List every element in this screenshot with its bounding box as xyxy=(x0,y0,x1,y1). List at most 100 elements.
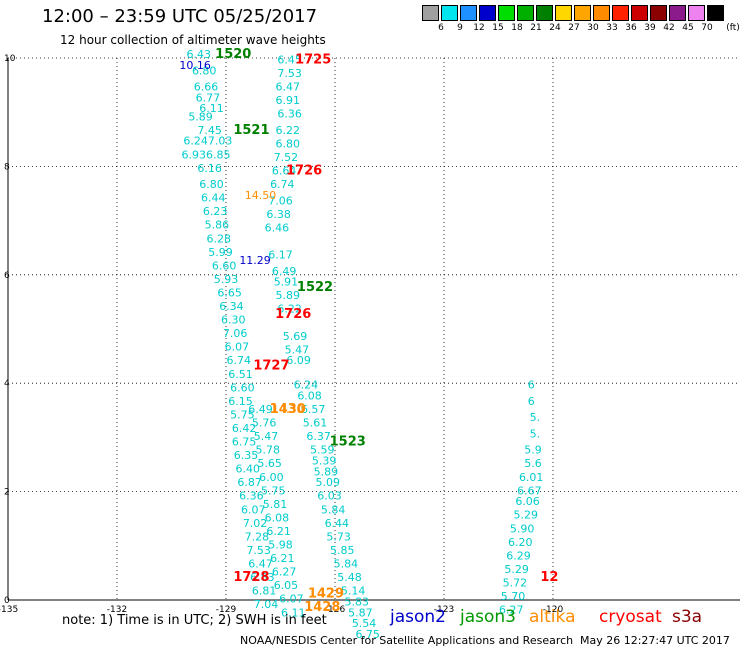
wave-height-label: 7.28 xyxy=(245,530,270,543)
units-note: note: 1) Time is in UTC; 2) SWH is in fe… xyxy=(62,613,327,628)
wave-height-label: 5.84 xyxy=(321,503,346,516)
wave-height-label: 6 xyxy=(528,395,535,408)
wave-height-label: 7.06 xyxy=(268,194,293,207)
wave-height-label: 6.11 xyxy=(281,606,306,619)
wave-height-label: 6 xyxy=(528,379,535,392)
wave-height-label: 14.50 xyxy=(245,189,277,202)
pass-time-label: 1430 xyxy=(270,402,306,417)
colorbar-swatch xyxy=(441,5,458,21)
colorbar-label: 9 xyxy=(457,23,463,33)
wave-height-label: 6.64 xyxy=(272,165,297,178)
wave-height-label: 6.44 xyxy=(325,517,350,530)
wave-height-label: 5.14 xyxy=(341,585,366,598)
colorbar-label: 30 xyxy=(587,23,599,33)
colorbar-swatch xyxy=(479,5,496,21)
x-tick-label: -120 xyxy=(543,605,564,615)
wave-height-label: 5.90 xyxy=(510,522,535,535)
generated-timestamp: May 26 12:27:47 UTC 2017 xyxy=(580,634,730,647)
wave-height-label: 7.04 xyxy=(254,598,279,611)
wave-height-label: 6.80 xyxy=(199,178,224,191)
wave-height-label: 6.81 xyxy=(252,585,277,598)
wave-height-label: 5. xyxy=(530,427,541,440)
wave-height-label: 6.22 xyxy=(277,303,302,316)
wave-height-label: 6.47 xyxy=(276,81,301,94)
wave-height-label: 7.45 xyxy=(197,124,222,137)
colorbar-label: 18 xyxy=(511,23,523,33)
wave-height-label: 5.6 xyxy=(524,457,542,470)
colorbar-label: 15 xyxy=(492,23,504,33)
pass-time-label: 1522 xyxy=(297,280,333,295)
wave-height-label: 6.80 xyxy=(276,137,301,150)
wave-height-label: 6.06 xyxy=(515,495,540,508)
wave-height-label: 6.45 xyxy=(277,53,302,66)
wave-height-label: 6.29 xyxy=(506,549,531,562)
legend-altika: altika xyxy=(529,607,576,627)
wave-height-label: 5.86 xyxy=(205,219,230,232)
colorbar-swatch xyxy=(574,5,591,21)
colorbar-label: 42 xyxy=(663,23,675,33)
colorbar-label: 12 xyxy=(473,23,485,33)
pass-time-label: 12 xyxy=(540,570,558,585)
wave-height-label: 7.06 xyxy=(223,327,248,340)
wave-height-label: 6.36 xyxy=(277,108,302,121)
wave-height-label: 5.72 xyxy=(503,576,528,589)
colorbar-label: 45 xyxy=(682,23,694,33)
wave-height-label: 5.75 xyxy=(261,484,286,497)
wave-height-label: 5.59 xyxy=(310,444,335,457)
colorbar-swatch xyxy=(517,5,534,21)
x-tick-label: -129 xyxy=(216,605,237,615)
wave-height-label: 11.29 xyxy=(239,254,271,267)
pass-time-label: 1521 xyxy=(233,123,269,138)
wave-height-label: 6.35 xyxy=(234,449,259,462)
wave-height-label: 6.20 xyxy=(508,536,533,549)
colorbar-swatch xyxy=(612,5,629,21)
wave-height-label: 5.75 xyxy=(230,408,255,421)
pass-time-label: 1726 xyxy=(275,307,311,322)
pass-time-label: 1428 xyxy=(304,600,340,615)
pass-time-label: 1429 xyxy=(308,586,344,601)
pass-time-label: 1726 xyxy=(286,164,322,179)
colorbar-swatch xyxy=(688,5,705,21)
wave-height-label: 6.74 xyxy=(270,178,295,191)
wave-height-label: 6.65 xyxy=(217,286,242,299)
wave-height-label: 6.40 xyxy=(236,463,261,476)
colorbar-swatch xyxy=(669,5,686,21)
wave-height-label: 5.48 xyxy=(337,571,362,584)
wave-height-label: 6.49 xyxy=(248,403,273,416)
wave-height-label: 6.03 xyxy=(317,490,342,503)
wave-height-label: 6.01 xyxy=(519,471,544,484)
legend-jason2: jason2 xyxy=(390,607,446,627)
wave-height-label: 5.47 xyxy=(285,343,310,356)
wave-height-label: 6.21 xyxy=(266,525,291,538)
colorbar-label: 27 xyxy=(568,23,580,33)
pass-time-label: 1727 xyxy=(253,359,289,374)
wave-height-label: 6.17 xyxy=(268,249,293,262)
colorbar-label: 21 xyxy=(530,23,542,33)
colorbar-label: 39 xyxy=(644,23,656,33)
wave-height-label: 5.39 xyxy=(312,455,337,468)
wave-height-label: 7.02 xyxy=(243,517,268,530)
wave-height-label: 5.47 xyxy=(254,430,279,443)
pass-time-label: 1728 xyxy=(233,570,269,585)
colorbar-label: 70 xyxy=(701,23,713,33)
pass-time-label: 1520 xyxy=(215,47,251,62)
wave-height-label: 5.54 xyxy=(352,617,377,630)
wave-height-label: 5.61 xyxy=(303,417,328,430)
colorbar-swatch xyxy=(593,5,610,21)
wave-height-label: 6.36 xyxy=(239,490,264,503)
wave-height-label: 6.83 xyxy=(250,571,275,584)
colorbar-unit: (ft) xyxy=(726,23,740,33)
wave-height-label: 5.81 xyxy=(263,498,288,511)
wave-height-label: 5.85 xyxy=(330,544,355,557)
x-tick-label: -135 xyxy=(0,605,18,615)
colorbar-swatch xyxy=(707,5,724,21)
wave-height-label: 6.49 xyxy=(272,265,297,278)
colorbar-swatch xyxy=(498,5,515,21)
wave-height-label: 5.76 xyxy=(252,417,277,430)
chart-title: 12:00 – 23:59 UTC 05/25/2017 xyxy=(42,6,318,27)
wave-height-label: 5.93 xyxy=(214,273,239,286)
wave-height-label: 6.51 xyxy=(228,368,253,381)
y-tick-label: 8 xyxy=(4,162,10,172)
wave-height-label: 5.70 xyxy=(501,590,526,603)
